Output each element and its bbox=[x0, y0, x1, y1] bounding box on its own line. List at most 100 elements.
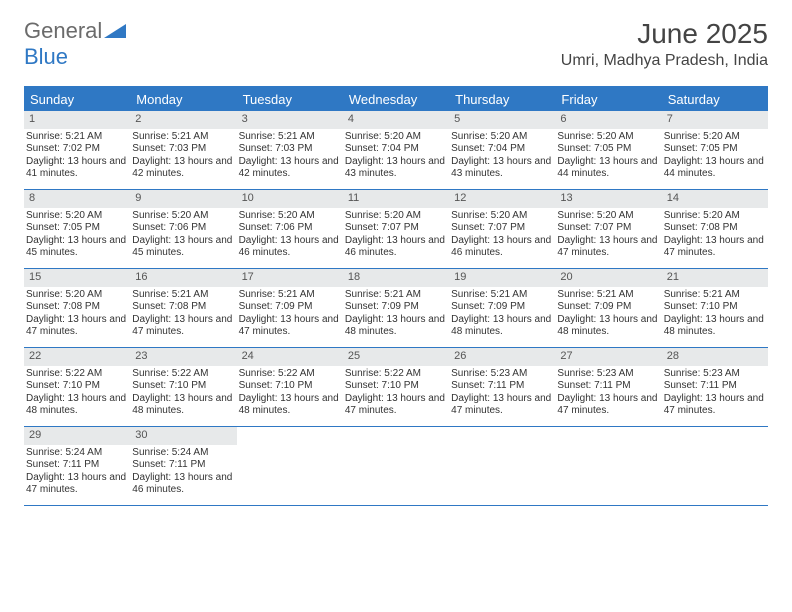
sunrise-line: Sunrise: 5:20 AM bbox=[557, 210, 659, 223]
daylight-line: Daylight: 13 hours and 47 minutes. bbox=[451, 393, 553, 418]
sunrise-line: Sunrise: 5:21 AM bbox=[451, 289, 553, 302]
day-header-cell: Thursday bbox=[449, 88, 555, 111]
week-row: 22Sunrise: 5:22 AMSunset: 7:10 PMDayligh… bbox=[24, 348, 768, 427]
daylight-line: Daylight: 13 hours and 47 minutes. bbox=[239, 314, 341, 339]
sunset-line: Sunset: 7:11 PM bbox=[132, 459, 234, 472]
weeks-container: 1 Sunrise: 5:21 AM Sunset: 7:02 PM Daylight… bbox=[24, 111, 768, 506]
day-number: 25 bbox=[343, 348, 449, 366]
sunset-line: Sunset: 7:05 PM bbox=[557, 143, 659, 156]
logo-word-blue: Blue bbox=[24, 44, 68, 70]
day-number: 8 bbox=[24, 190, 130, 208]
daylight-line: Daylight: 13 hours and 47 minutes. bbox=[557, 393, 659, 418]
week-row: 8Sunrise: 5:20 AMSunset: 7:05 PMDaylight… bbox=[24, 190, 768, 269]
day-cell: 7Sunrise: 5:20 AMSunset: 7:05 PMDaylight… bbox=[662, 111, 768, 189]
day-cell: 3Sunrise: 5:21 AMSunset: 7:03 PMDaylight… bbox=[237, 111, 343, 189]
day-cell: 18Sunrise: 5:21 AMSunset: 7:09 PMDayligh… bbox=[343, 269, 449, 347]
day-cell: 14Sunrise: 5:20 AMSunset: 7:08 PMDayligh… bbox=[662, 190, 768, 268]
calendar: SundayMondayTuesdayWednesdayThursdayFrid… bbox=[24, 86, 768, 506]
sunset-line: Sunset: 7:04 PM bbox=[345, 143, 447, 156]
day-cell: 5 Sunrise: 5:20 AMSunset: 7:04 PMDaylight… bbox=[449, 111, 555, 189]
daylight-line: Daylight: 13 hours and 45 minutes. bbox=[26, 235, 128, 260]
sunset-line: Sunset: 7:10 PM bbox=[345, 380, 447, 393]
day-number: 30 bbox=[130, 427, 236, 445]
daylight-line: Daylight: 13 hours and 47 minutes. bbox=[345, 393, 447, 418]
daylight-line: Daylight: 13 hours and 44 minutes. bbox=[664, 156, 766, 181]
day-cell: 27Sunrise: 5:23 AMSunset: 7:11 PMDayligh… bbox=[555, 348, 661, 426]
day-cell: 9Sunrise: 5:20 AMSunset: 7:06 PMDaylight… bbox=[130, 190, 236, 268]
sunset-line: Sunset: 7:07 PM bbox=[345, 222, 447, 235]
daylight-line: Daylight: 13 hours and 46 minutes. bbox=[345, 235, 447, 260]
sunset-line: Sunset: 7:05 PM bbox=[664, 143, 766, 156]
sunset-line: Sunset: 7:03 PM bbox=[132, 143, 234, 156]
empty-cell bbox=[555, 427, 661, 505]
week-row: 29Sunrise: 5:24 AMSunset: 7:11 PMDayligh… bbox=[24, 427, 768, 506]
sunrise-line: Sunrise: 5:20 AM bbox=[26, 210, 128, 223]
title-block: June 2025 Umri, Madhya Pradesh, India bbox=[561, 18, 768, 70]
day-cell: 23Sunrise: 5:22 AMSunset: 7:10 PMDayligh… bbox=[130, 348, 236, 426]
day-number: 1 bbox=[24, 111, 130, 129]
day-number: 13 bbox=[555, 190, 661, 208]
sunset-line: Sunset: 7:05 PM bbox=[26, 222, 128, 235]
day-number: 18 bbox=[343, 269, 449, 287]
day-number: 5 bbox=[449, 111, 555, 129]
sunset-line: Sunset: 7:09 PM bbox=[451, 301, 553, 314]
sunset-line: Sunset: 7:11 PM bbox=[557, 380, 659, 393]
daylight-line: Daylight: 13 hours and 48 minutes. bbox=[239, 393, 341, 418]
daylight-line: Daylight: 13 hours and 42 minutes. bbox=[132, 156, 234, 181]
day-number: 17 bbox=[237, 269, 343, 287]
sunrise-line: Sunrise: 5:21 AM bbox=[664, 289, 766, 302]
day-number: 6 bbox=[555, 111, 661, 129]
sunrise-line: Sunrise: 5:23 AM bbox=[557, 368, 659, 381]
sunrise-line: Sunrise: 5:20 AM bbox=[345, 210, 447, 223]
sunset-line: Sunset: 7:06 PM bbox=[239, 222, 341, 235]
daylight-line: Daylight: 13 hours and 43 minutes. bbox=[451, 156, 553, 181]
day-number: 24 bbox=[237, 348, 343, 366]
sunrise-line: Sunrise: 5:22 AM bbox=[26, 368, 128, 381]
day-cell: 25 Sunrise: 5:22 AMSunset: 7:10 PMDayligh… bbox=[343, 348, 449, 426]
sunset-line: Sunset: 7:04 PM bbox=[451, 143, 553, 156]
sunrise-line: Sunrise: 5:23 AM bbox=[451, 368, 553, 381]
day-cell: 16Sunrise: 5:21 AMSunset: 7:08 PMDayligh… bbox=[130, 269, 236, 347]
sunrise-line: Sunrise: 5:23 AM bbox=[664, 368, 766, 381]
sunset-line: Sunset: 7:03 PM bbox=[239, 143, 341, 156]
daylight-line: Daylight: 13 hours and 48 minutes. bbox=[132, 393, 234, 418]
daylight-line: Daylight: 13 hours and 44 minutes. bbox=[557, 156, 659, 181]
sunset-line: Sunset: 7:09 PM bbox=[557, 301, 659, 314]
day-cell: 10Sunrise: 5:20 AMSunset: 7:06 PMDayligh… bbox=[237, 190, 343, 268]
day-header-cell: Saturday bbox=[662, 88, 768, 111]
sunset-line: Sunset: 7:02 PM bbox=[26, 143, 128, 156]
day-cell: 24Sunrise: 5:22 AMSunset: 7:10 PMDayligh… bbox=[237, 348, 343, 426]
sunset-line: Sunset: 7:08 PM bbox=[132, 301, 234, 314]
sunrise-line: Sunrise: 5:24 AM bbox=[132, 447, 234, 460]
day-header-row: SundayMondayTuesdayWednesdayThursdayFrid… bbox=[24, 88, 768, 111]
day-cell: 6Sunrise: 5:20 AMSunset: 7:05 PMDaylight… bbox=[555, 111, 661, 189]
daylight-line: Daylight: 13 hours and 47 minutes. bbox=[26, 314, 128, 339]
sunrise-line: Sunrise: 5:21 AM bbox=[345, 289, 447, 302]
day-cell: 1Sunrise: 5:21 AMSunset: 7:02 PMDaylight… bbox=[24, 111, 130, 189]
day-cell: 21Sunrise: 5:21 AMSunset: 7:10 PMDayligh… bbox=[662, 269, 768, 347]
sunset-line: Sunset: 7:10 PM bbox=[664, 301, 766, 314]
sunset-line: Sunset: 7:11 PM bbox=[451, 380, 553, 393]
sunrise-line: Sunrise: 5:21 AM bbox=[132, 289, 234, 302]
daylight-line: Daylight: 13 hours and 47 minutes. bbox=[664, 393, 766, 418]
sunrise-line: Sunrise: 5:22 AM bbox=[345, 368, 447, 381]
sunset-line: Sunset: 7:10 PM bbox=[26, 380, 128, 393]
header: General June 2025 Umri, Madhya Pradesh, … bbox=[0, 0, 792, 76]
day-number: 16 bbox=[130, 269, 236, 287]
daylight-line: Daylight: 13 hours and 47 minutes. bbox=[664, 235, 766, 260]
week-row: 1Sunrise: 5:21 AMSunset: 7:02 PMDaylight… bbox=[24, 111, 768, 190]
day-cell: 2Sunrise: 5:21 AMSunset: 7:03 PMDaylight… bbox=[130, 111, 236, 189]
sunrise-line: Sunrise: 5:20 AM bbox=[345, 131, 447, 144]
sunrise-line: Sunrise: 5:20 AM bbox=[451, 131, 553, 144]
day-cell: 4Sunrise: 5:20 AMSunset: 7:04 PMDaylight… bbox=[343, 111, 449, 189]
day-cell: 17Sunrise: 5:21 AMSunset: 7:09 PMDayligh… bbox=[237, 269, 343, 347]
sunset-line: Sunset: 7:10 PM bbox=[132, 380, 234, 393]
day-number: 15 bbox=[24, 269, 130, 287]
daylight-line: Daylight: 13 hours and 48 minutes. bbox=[26, 393, 128, 418]
empty-cell bbox=[662, 427, 768, 505]
logo: General bbox=[24, 18, 126, 44]
daylight-line: Daylight: 13 hours and 47 minutes. bbox=[557, 235, 659, 260]
sunset-line: Sunset: 7:09 PM bbox=[345, 301, 447, 314]
day-number: 11 bbox=[343, 190, 449, 208]
daylight-line: Daylight: 13 hours and 46 minutes. bbox=[132, 472, 234, 497]
